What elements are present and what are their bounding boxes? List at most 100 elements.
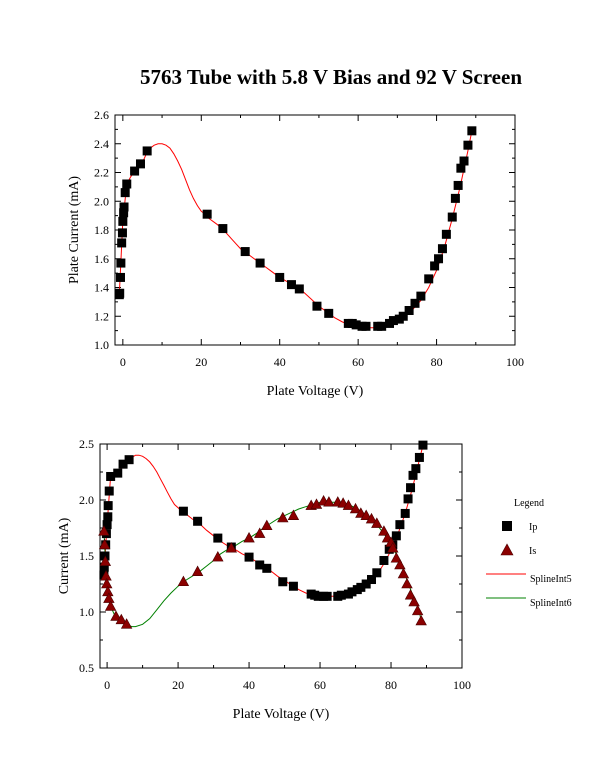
- bottom-point-ip: [372, 568, 382, 578]
- top-x-tick-label: 40: [274, 355, 286, 369]
- top-point-ip: [324, 308, 334, 318]
- bottom-point-is: [191, 565, 204, 576]
- top-y-tick-label: 1.6: [94, 252, 109, 266]
- bottom-point-ip: [278, 577, 288, 587]
- bottom-point-is: [323, 496, 335, 507]
- top-point-ip: [122, 179, 132, 189]
- top-point-ip: [467, 126, 477, 136]
- bottom-point-ip: [408, 470, 418, 480]
- bottom-point-is: [225, 542, 238, 553]
- top-point-ip: [117, 228, 127, 238]
- bottom-point-ip: [104, 486, 114, 496]
- top-x-tick-label: 100: [506, 355, 524, 369]
- top-point-ip: [404, 306, 414, 315]
- bottom-point-is: [103, 592, 115, 603]
- legend-label-is: Is: [529, 546, 536, 557]
- bottom-y-axis-label: Current (mA): [57, 517, 72, 594]
- bottom-point-ip: [395, 520, 405, 530]
- bottom-point-ip: [313, 591, 323, 601]
- bottom-point-is: [387, 542, 399, 553]
- top-point-ip: [437, 244, 447, 254]
- top-y-tick-label: 2.6: [94, 108, 109, 122]
- legend-swatch-is: [500, 543, 514, 556]
- bottom-point-ip: [103, 512, 113, 522]
- bottom-point-ip: [400, 508, 410, 518]
- bottom-point-ip: [255, 560, 265, 570]
- bottom-point-ip: [106, 471, 116, 481]
- bottom-point-ip: [411, 464, 421, 474]
- top-point-ip: [294, 284, 304, 294]
- bottom-point-ip: [193, 516, 203, 526]
- top-point-ip: [255, 258, 265, 268]
- top-point-ip: [459, 156, 469, 166]
- bottom-point-ip: [178, 506, 188, 516]
- legend-label-splineint6: SplineInt6: [530, 598, 572, 609]
- top-point-ip: [119, 202, 129, 212]
- bottom-point-is: [98, 525, 110, 536]
- legend-title: Legend: [514, 498, 544, 509]
- bottom-point-is: [115, 613, 128, 625]
- top-x-tick-label: 0: [120, 355, 126, 369]
- bottom-point-is: [342, 499, 355, 510]
- bottom-point-ip: [403, 494, 413, 504]
- bottom-x-tick-label: 20: [172, 678, 184, 692]
- bottom-point-ip: [288, 581, 298, 591]
- top-point-ip: [116, 258, 126, 268]
- top-y-tick-label: 1.8: [94, 223, 109, 237]
- legend-label-splineint5: SplineInt5: [530, 574, 572, 585]
- figure-title: 5763 Tube with 5.8 V Bias and 92 V Scree…: [140, 65, 522, 89]
- bottom-point-ip: [356, 582, 366, 592]
- top-point-ip: [450, 193, 460, 203]
- bottom-point-ip: [113, 468, 123, 478]
- bottom-y-tick-label: 2.5: [79, 437, 94, 451]
- bottom-y-tick-label: 2.0: [79, 493, 94, 507]
- bottom-point-ip: [100, 551, 110, 561]
- top-point-ip: [117, 238, 127, 248]
- top-point-ip: [424, 274, 434, 284]
- bottom-point-ip: [336, 590, 346, 600]
- top-point-ip: [120, 188, 130, 198]
- bottom-x-tick-label: 60: [314, 678, 326, 692]
- bottom-point-is: [408, 595, 420, 607]
- bottom-x-tick-label: 80: [385, 678, 397, 692]
- top-x-tick-label: 80: [431, 355, 443, 369]
- top-x-tick-label: 60: [352, 355, 364, 369]
- top-point-ip: [453, 180, 463, 190]
- top-point-ip: [275, 272, 285, 282]
- top-point-ip: [218, 224, 228, 234]
- top-point-ip: [312, 301, 322, 311]
- bottom-point-is: [378, 525, 390, 536]
- bottom-point-ip: [391, 531, 401, 541]
- top-point-ip: [398, 311, 408, 321]
- top-point-ip: [410, 298, 420, 308]
- bottom-point-is: [99, 555, 112, 566]
- bottom-point-ip: [347, 587, 357, 597]
- bottom-point-is: [212, 550, 224, 562]
- bottom-y-tick-label: 1.5: [79, 549, 94, 563]
- bottom-y-tick-label: 0.5: [79, 661, 94, 675]
- top-point-ip: [115, 272, 125, 282]
- bottom-point-is: [397, 567, 410, 579]
- top-y-tick-label: 1.4: [94, 281, 109, 295]
- bottom-point-is: [104, 600, 117, 611]
- top-point-ip: [430, 261, 440, 271]
- bottom-point-is: [98, 538, 111, 550]
- bottom-point-ip: [102, 520, 112, 530]
- bottom-point-is: [277, 511, 289, 523]
- top-point-ip: [361, 321, 371, 331]
- top-point-ip: [441, 229, 451, 239]
- bottom-point-is: [401, 577, 413, 589]
- top-y-tick-label: 2.0: [94, 194, 109, 208]
- bottom-point-is: [365, 512, 378, 524]
- top-y-tick-label: 2.2: [94, 166, 109, 180]
- bottom-point-ip: [99, 562, 109, 572]
- bottom-point-is: [253, 527, 266, 538]
- legend-label-ip: Ip: [529, 522, 537, 533]
- top-x-axis-label: Plate Voltage (V): [267, 384, 364, 399]
- bottom-x-axis-label: Plate Voltage (V): [233, 707, 330, 722]
- bottom-point-ip: [124, 455, 134, 465]
- top-point-ip: [135, 159, 145, 169]
- bottom-point-is: [243, 531, 255, 543]
- bottom-point-is: [411, 604, 424, 616]
- top-point-ip: [119, 208, 129, 218]
